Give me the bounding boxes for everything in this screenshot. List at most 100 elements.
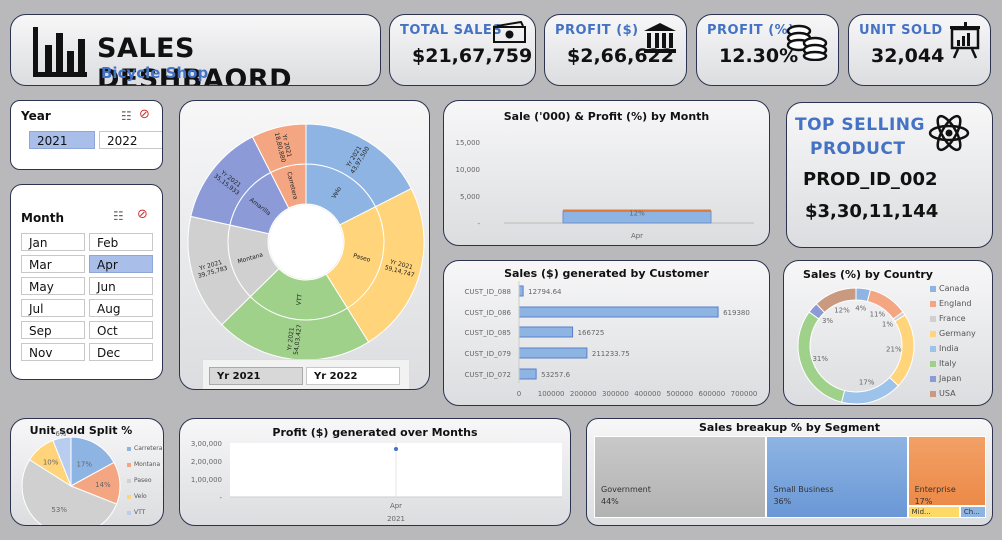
segment-name: Ch... [963, 507, 980, 516]
legend-item: Montana [127, 461, 160, 468]
sunburst-inner-label: VTT [296, 293, 304, 305]
segment-percent: 44% [601, 497, 619, 506]
year-2022-button[interactable]: 2022 [99, 131, 162, 149]
bar-data-label: 12794.64 [528, 288, 562, 296]
month-jun-button[interactable]: Jun [89, 277, 153, 295]
kpi-profit-amount: PROFIT ($) $2,66,622 [544, 14, 687, 86]
profit-months-card: Profit ($) generated over Months 3,00,00… [179, 418, 571, 526]
segment-percent: 36% [773, 497, 792, 506]
slice-data-label: 17% [859, 378, 875, 386]
kpi-value: 12.30% [719, 45, 799, 67]
month-feb-button[interactable]: Feb [89, 233, 153, 251]
x-tick-label: 300000 [602, 390, 629, 398]
cash-icon [493, 21, 526, 43]
top-product-title-line2: PRODUCT [810, 139, 906, 159]
month-oct-button[interactable]: Oct [89, 321, 153, 339]
y-tick-label: CUST_ID_086 [464, 309, 511, 317]
x-tick-label: 100000 [538, 390, 565, 398]
bar-data-label: 166725 [578, 329, 605, 337]
month-apr-button[interactable]: Apr [89, 255, 153, 273]
profit-point [394, 447, 398, 452]
legend-item: Japan [930, 374, 961, 383]
profit-months-chart: 3,00,000 2,00,000 1,00,000 - Apr 2021 [191, 440, 562, 523]
profit-data-label: 12% [629, 209, 645, 217]
segment-percent: 17% [914, 497, 933, 506]
y-tick-label: 10,000 [456, 166, 481, 174]
slicer-title: Year [21, 109, 51, 123]
y-tick-label: CUST_ID_085 [464, 329, 511, 337]
segment-enterprise: Enterprise 17% [907, 436, 986, 506]
sales-profit-month-card: Sale ('000) & Profit (%) by Month 15,000… [443, 100, 770, 246]
tab-yr-2022[interactable]: Yr 2022 [306, 367, 400, 385]
legend-label: Carretera [134, 445, 163, 452]
month-sep-button[interactable]: Sep [21, 321, 85, 339]
unit-slice [70, 436, 115, 487]
bank-icon [644, 23, 676, 53]
clear-filter-icon[interactable]: ⊘ [139, 107, 150, 122]
x-tick-label: 400000 [634, 390, 661, 398]
customer-bar [518, 326, 574, 338]
sales-customer-chart: CUST_ID_088 12794.64 CUST_ID_086 619380 CUST… [464, 281, 758, 398]
x-tick-label: 500000 [666, 390, 693, 398]
legend-label: England [939, 299, 972, 308]
x-tick-label: 200000 [570, 390, 597, 398]
kpi-value: 32,044 [871, 45, 945, 67]
month-aug-button[interactable]: Aug [89, 299, 153, 317]
slice-data-label: 3% [822, 317, 833, 325]
slice-data-label: 14% [95, 481, 111, 489]
presentation-icon [950, 22, 980, 59]
header-card: SALES DESHBAORD Bicycle Shop [10, 14, 381, 86]
tab-yr-2021[interactable]: Yr 2021 [209, 367, 303, 385]
month-mar-button[interactable]: Mar [21, 255, 85, 273]
x-tick-label: 700000 [731, 390, 758, 398]
unit-split-card: Unit sold Split % 17% 14% 53% 10% 6% Carrete… [10, 418, 164, 526]
month-slicer: Month ☷ ⊘ Jan Feb Mar Apr May Jun Jul Aug Sep Oct… [10, 184, 163, 380]
slice-data-label: 31% [812, 355, 828, 363]
kpi-label: PROFIT ($) [555, 23, 639, 38]
multi-select-icon[interactable]: ☷ [121, 109, 132, 123]
month-may-button[interactable]: May [21, 277, 85, 295]
legend-label: Montana [134, 461, 161, 468]
top-product-title-line1: TOP SELLING [795, 115, 925, 135]
x-tick-label: 600000 [698, 390, 725, 398]
legend-item: VTT [127, 509, 145, 516]
x-tick-label: Apr [390, 502, 402, 510]
customer-bar [518, 368, 537, 380]
sunburst-outer-label: Yr 202154,03,427 [286, 323, 304, 355]
sales-profit-month-chart: 15,000 10,000 5,000 - 12% Apr [456, 139, 754, 240]
legend-item: India [930, 344, 959, 353]
month-jan-button[interactable]: Jan [21, 233, 85, 251]
slice-data-label: 12% [834, 307, 850, 315]
year-2021-button[interactable]: 2021 [29, 131, 95, 149]
page-title: SALES DESHBAORD [97, 33, 293, 86]
year-slicer: Year ☷ ⊘ 2021 2022 [10, 100, 163, 170]
month-dec-button[interactable]: Dec [89, 343, 153, 361]
sales-bar [562, 210, 712, 224]
legend-label: VTT [134, 509, 146, 516]
segment-name: Government [601, 485, 651, 494]
multi-select-icon[interactable]: ☷ [113, 209, 124, 223]
clear-filter-icon[interactable]: ⊘ [137, 207, 148, 222]
segment-channel-partners: Ch... [959, 505, 986, 518]
y-tick-label: 3,00,000 [191, 440, 222, 448]
month-jul-button[interactable]: Jul [21, 299, 85, 317]
month-nov-button[interactable]: Nov [21, 343, 85, 361]
sales-country-card: Sales (%) by Country 4% 11% 1% 21% 17% 31% 3% 1… [783, 260, 993, 406]
bar-data-label: 211233.75 [592, 350, 630, 358]
segment-midmarket: Mid... [907, 505, 960, 518]
customer-bar [518, 306, 719, 318]
chart-title: Sales ($) generated by Customer [504, 267, 709, 280]
segment-name: Small Business [773, 485, 834, 494]
legend-item: Velo [127, 493, 147, 500]
y-tick-label: 1,00,000 [191, 476, 222, 484]
y-tick-label: - [219, 494, 222, 502]
segment-treemap-card: Sales breakup % by Segment Government 44%… [586, 418, 993, 526]
top-product-id: PROD_ID_002 [803, 169, 938, 190]
slice-data-label: 53% [51, 506, 67, 514]
kpi-value: $21,67,759 [412, 45, 533, 67]
legend-label: India [939, 344, 959, 353]
legend-label: Japan [939, 374, 962, 383]
segment-name: Enterprise [914, 485, 956, 494]
segment-treemap-chart: Government 44% Small Business 36% Enterprise… [594, 436, 986, 518]
chart-title: Profit ($) generated over Months [272, 426, 478, 439]
